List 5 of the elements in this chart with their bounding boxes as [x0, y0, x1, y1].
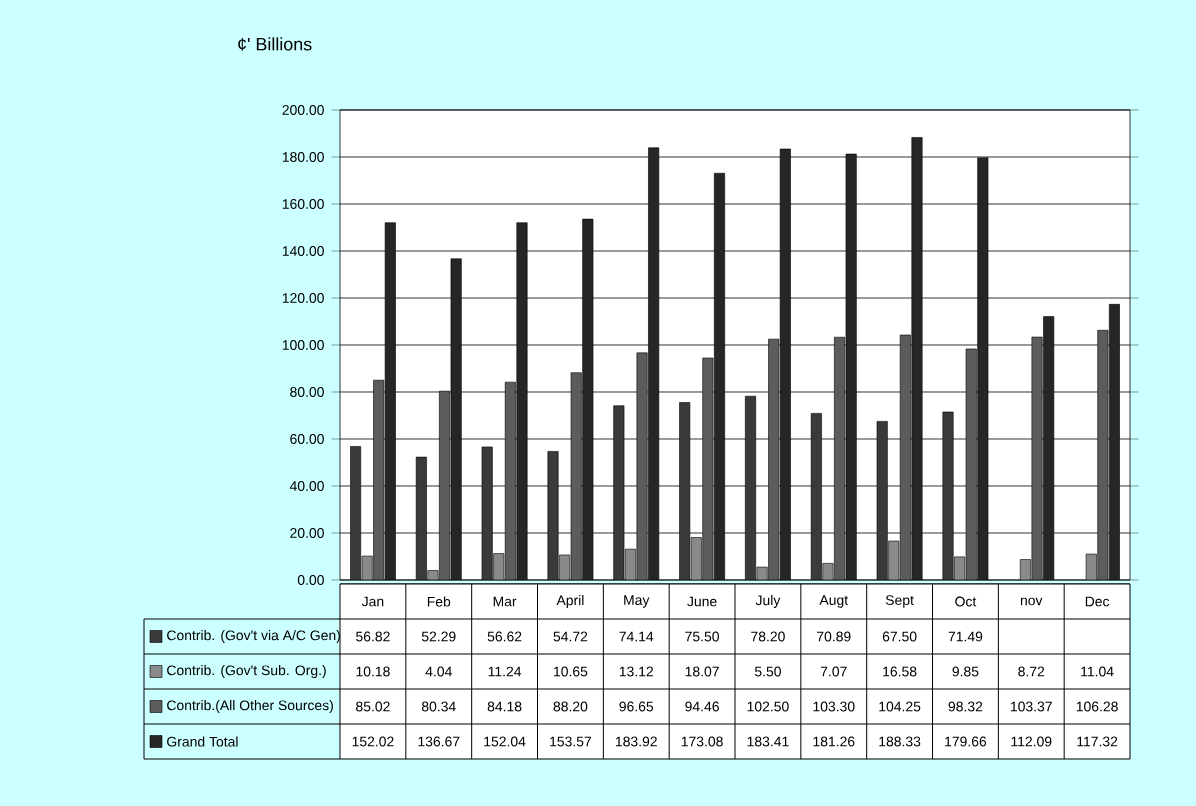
y-axis-title: ¢' Billions	[238, 37, 312, 51]
bar	[911, 137, 923, 580]
bar	[516, 222, 528, 580]
bar	[547, 451, 559, 580]
bar	[942, 411, 954, 580]
